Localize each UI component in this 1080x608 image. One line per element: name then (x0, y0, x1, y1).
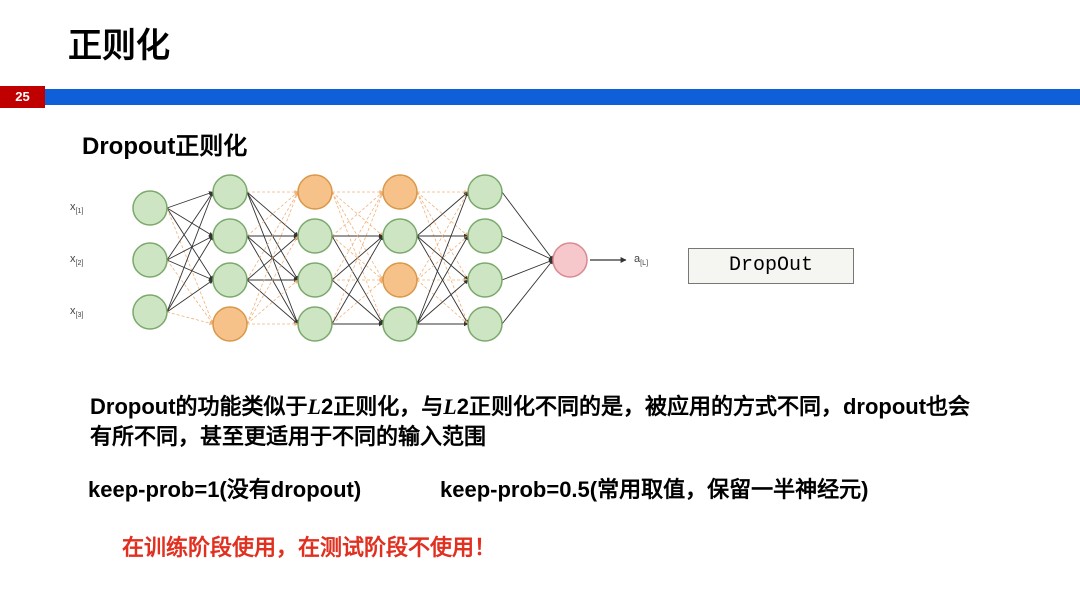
slide-title: 正则化 (68, 18, 170, 67)
dropped-node (383, 175, 417, 209)
edge (502, 236, 553, 260)
dropped-node (298, 175, 332, 209)
input-label: x[3] (70, 305, 83, 319)
slide-subtitle: Dropout正则化 (82, 126, 247, 161)
active-node (298, 219, 332, 253)
keep-prob-1: keep-prob=1(没有dropout) (88, 472, 361, 504)
active-node (298, 263, 332, 297)
active-node (133, 191, 167, 225)
edge (167, 192, 213, 312)
edge (167, 208, 213, 236)
dropped-node (383, 263, 417, 297)
keep-prob-2: keep-prob=0.5(常用取值，保留一半神经元) (440, 472, 868, 504)
active-node (383, 219, 417, 253)
active-node (468, 307, 502, 341)
edge (167, 192, 213, 208)
active-node (133, 295, 167, 329)
active-node (213, 175, 247, 209)
active-node (468, 175, 502, 209)
output-label: a[L] (634, 253, 648, 267)
output-node (553, 243, 587, 277)
edge (167, 192, 213, 260)
active-node (213, 263, 247, 297)
active-node (383, 307, 417, 341)
warning-text: 在训练阶段使用，在测试阶段不使用！ (122, 530, 496, 562)
dropout-box: DropOut (688, 248, 854, 284)
input-label: x[2] (70, 253, 83, 267)
active-node (298, 307, 332, 341)
edge (502, 192, 553, 260)
bar-blue (45, 89, 1080, 105)
network-diagram: x[1]x[2]x[3]a[L] (70, 170, 630, 350)
active-node (468, 219, 502, 253)
active-node (133, 243, 167, 277)
active-node (213, 219, 247, 253)
dropped-node (213, 307, 247, 341)
header-bar: 25 (0, 86, 1080, 108)
edge (167, 236, 213, 312)
input-label: x[1] (70, 201, 83, 215)
active-node (468, 263, 502, 297)
page-number: 25 (0, 86, 45, 108)
body-paragraph: Dropout的功能类似于L2正则化，与L2正则化不同的是，被应用的方式不同，d… (90, 392, 990, 451)
